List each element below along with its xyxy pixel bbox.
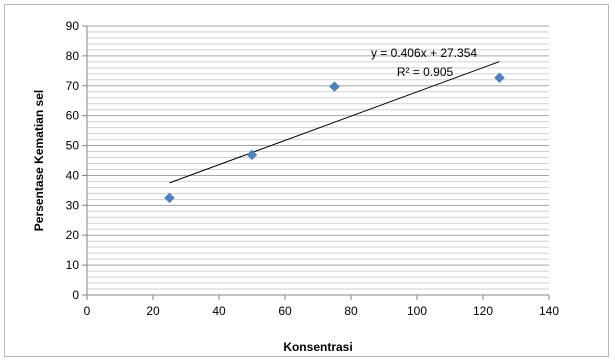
x-tick-label: 60 — [278, 304, 292, 318]
axes — [82, 25, 550, 300]
trendline-layer — [169, 61, 500, 184]
trendline-r-squared: R² = 0.905 — [397, 65, 454, 79]
x-tick-label: 100 — [407, 304, 427, 318]
y-tick-label: 0 — [72, 288, 79, 302]
y-tick-label: 20 — [66, 228, 80, 242]
linear-trendline — [169, 61, 500, 184]
data-point — [246, 149, 258, 161]
data-point — [164, 192, 175, 204]
data-point — [494, 72, 505, 84]
y-tick-label: 40 — [66, 168, 80, 182]
scatter-chart: 0 10 20 30 40 50 60 70 80 90 0 20 40 60 80 100 120 140 y … — [32, 19, 560, 354]
x-tick-label: 0 — [84, 304, 91, 318]
chart-frame: 0 10 20 30 40 50 60 70 80 90 0 20 40 60 80 100 120 140 y … — [4, 4, 609, 357]
data-point — [329, 81, 340, 93]
y-tick-label: 60 — [66, 109, 80, 123]
y-tick-label: 90 — [66, 19, 80, 33]
y-tick-label: 50 — [66, 139, 80, 153]
x-tick-label: 40 — [212, 304, 226, 318]
x-tick-label: 80 — [344, 304, 358, 318]
y-tick-label: 30 — [66, 198, 80, 212]
x-tick-label: 20 — [146, 304, 160, 318]
x-tick-label: 140 — [539, 304, 559, 318]
y-tick-label: 10 — [66, 258, 80, 272]
x-tick-label: 120 — [473, 304, 493, 318]
tick-labels: 0 10 20 30 40 50 60 70 80 90 0 20 40 60 80 100 120 140 — [66, 19, 560, 318]
x-axis-title: Konsentrasi — [283, 340, 352, 354]
gridlines — [87, 25, 549, 290]
y-tick-label: 70 — [66, 79, 80, 93]
trendline-equation: y = 0.406x + 27.354 — [371, 46, 477, 60]
data-points — [164, 72, 505, 204]
y-axis-title: Persentase Kematian sel — [32, 90, 46, 231]
y-tick-label: 80 — [66, 49, 80, 63]
